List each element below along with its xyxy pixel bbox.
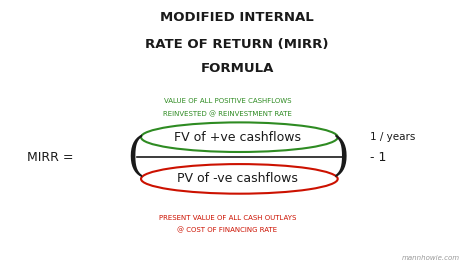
Text: PRESENT VALUE OF ALL CASH OUTLAYS: PRESENT VALUE OF ALL CASH OUTLAYS bbox=[159, 215, 296, 221]
Text: RATE OF RETURN (MIRR): RATE OF RETURN (MIRR) bbox=[145, 38, 329, 51]
Text: MODIFIED INTERNAL: MODIFIED INTERNAL bbox=[160, 11, 314, 24]
Text: FV of +ve cashflows: FV of +ve cashflows bbox=[173, 131, 301, 144]
Text: mannhowie.com: mannhowie.com bbox=[401, 255, 460, 261]
Text: MIRR =: MIRR = bbox=[27, 151, 73, 164]
Text: (: ( bbox=[126, 135, 144, 180]
Text: VALUE OF ALL POSITIVE CASHFLOWS: VALUE OF ALL POSITIVE CASHFLOWS bbox=[164, 98, 291, 104]
Text: 1 / years: 1 / years bbox=[370, 132, 415, 142]
Text: - 1: - 1 bbox=[370, 151, 386, 164]
Text: PV of -ve cashflows: PV of -ve cashflows bbox=[176, 172, 298, 185]
Text: REINVESTED @ REINVESTMENT RATE: REINVESTED @ REINVESTMENT RATE bbox=[163, 111, 292, 118]
Text: ): ) bbox=[332, 135, 350, 180]
Text: FORMULA: FORMULA bbox=[201, 62, 273, 75]
Text: @ COST OF FINANCING RATE: @ COST OF FINANCING RATE bbox=[177, 227, 278, 233]
